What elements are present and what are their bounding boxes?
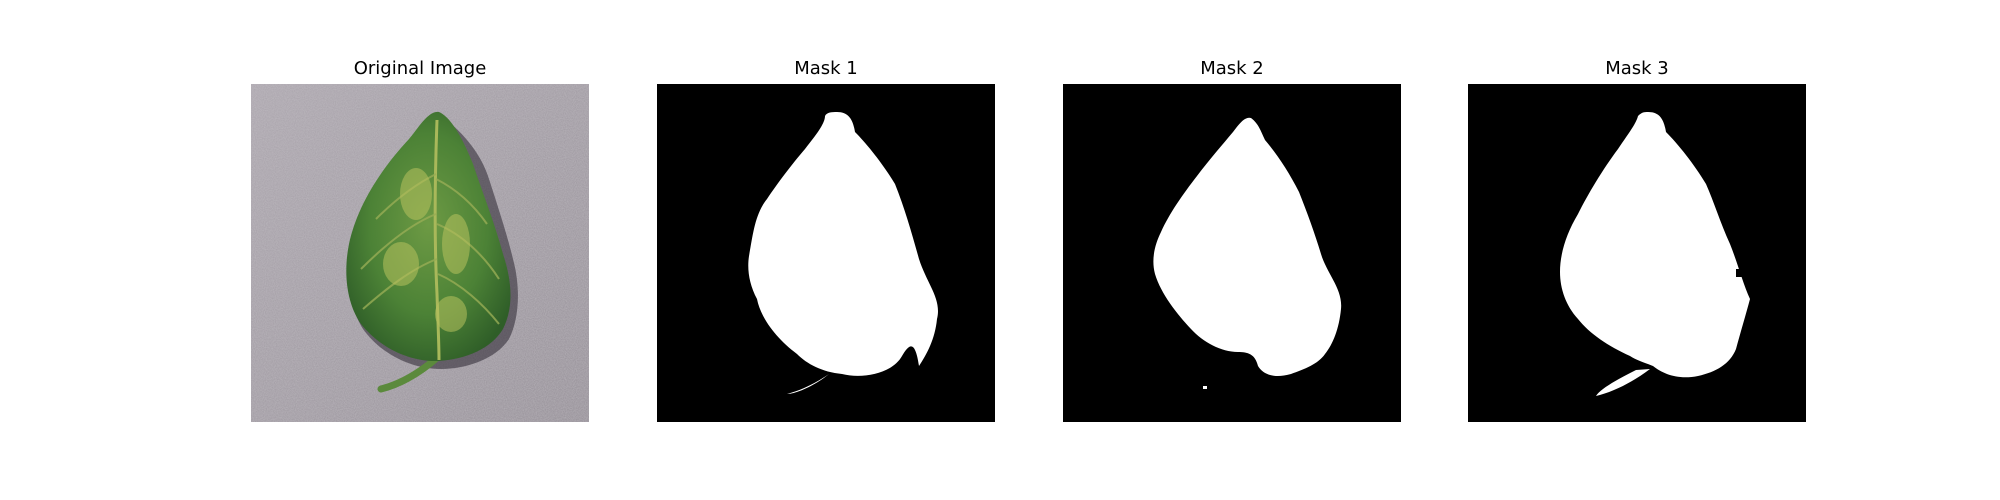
leaf-midrib [433,119,441,361]
mask-region [748,112,938,394]
leaf-light-patches [383,168,470,332]
panel-title: Mask 1 [794,58,858,79]
leaf-blade [346,111,511,362]
panel-mask-3: Mask 3 [1468,0,1806,500]
panel-title: Original Image [353,58,487,79]
mask-2-image [1063,84,1401,422]
panel-mask-2: Mask 2 [1063,0,1401,500]
mask-3-image [1468,84,1806,422]
mask-1-image [657,84,995,422]
panel-mask-1: Mask 1 [657,0,995,500]
panel-title: Mask 3 [1605,58,1669,79]
original-leaf-photo [251,84,589,422]
mask-speck [1203,386,1207,389]
panel-title: Mask 2 [1200,58,1264,79]
mask-region [1560,112,1750,396]
panel-original-image: Original Image [251,0,589,500]
mask-region [1153,117,1342,377]
mask-notch [1736,269,1746,277]
